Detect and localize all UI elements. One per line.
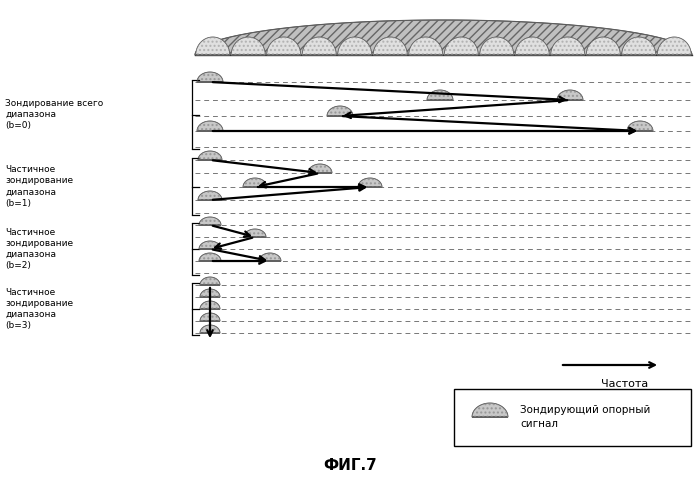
Text: Частичное
зондирование
диапазона
(b=1): Частичное зондирование диапазона (b=1) — [5, 165, 73, 208]
Polygon shape — [308, 164, 332, 173]
Polygon shape — [337, 37, 372, 55]
Polygon shape — [480, 37, 514, 55]
Polygon shape — [515, 37, 550, 55]
Polygon shape — [200, 277, 220, 285]
Polygon shape — [197, 72, 223, 82]
Polygon shape — [200, 313, 220, 321]
Polygon shape — [200, 301, 220, 309]
Text: Частичное
зондирование
диапазона
(b=3): Частичное зондирование диапазона (b=3) — [5, 288, 73, 330]
Polygon shape — [622, 37, 656, 55]
Polygon shape — [427, 90, 453, 100]
Polygon shape — [200, 289, 220, 297]
Text: Частота: Частота — [601, 379, 649, 389]
Polygon shape — [231, 37, 265, 55]
FancyBboxPatch shape — [454, 389, 691, 446]
Polygon shape — [198, 151, 222, 160]
Polygon shape — [198, 191, 222, 200]
Polygon shape — [244, 229, 266, 237]
Polygon shape — [373, 37, 407, 55]
Polygon shape — [267, 37, 301, 55]
Polygon shape — [557, 90, 583, 100]
Polygon shape — [657, 37, 692, 55]
Polygon shape — [199, 217, 221, 225]
Text: Зондирование всего
диапазона
(b=0): Зондирование всего диапазона (b=0) — [5, 99, 104, 130]
Polygon shape — [409, 37, 443, 55]
Polygon shape — [551, 37, 584, 55]
Polygon shape — [444, 37, 478, 55]
Polygon shape — [586, 37, 620, 55]
Polygon shape — [199, 241, 221, 249]
Polygon shape — [627, 121, 653, 131]
Polygon shape — [196, 37, 230, 55]
Text: ФИГ.7: ФИГ.7 — [323, 457, 377, 472]
Polygon shape — [200, 325, 220, 333]
Polygon shape — [472, 403, 508, 417]
Polygon shape — [302, 37, 336, 55]
Text: Зондирующий опорный
сигнал: Зондирующий опорный сигнал — [520, 405, 650, 429]
Polygon shape — [259, 253, 281, 261]
Polygon shape — [358, 178, 382, 187]
Polygon shape — [195, 20, 692, 55]
Text: Частичное
зондирование
диапазона
(b=2): Частичное зондирование диапазона (b=2) — [5, 228, 73, 270]
Polygon shape — [243, 178, 267, 187]
Polygon shape — [199, 253, 221, 261]
Polygon shape — [327, 106, 353, 116]
Polygon shape — [197, 121, 223, 131]
